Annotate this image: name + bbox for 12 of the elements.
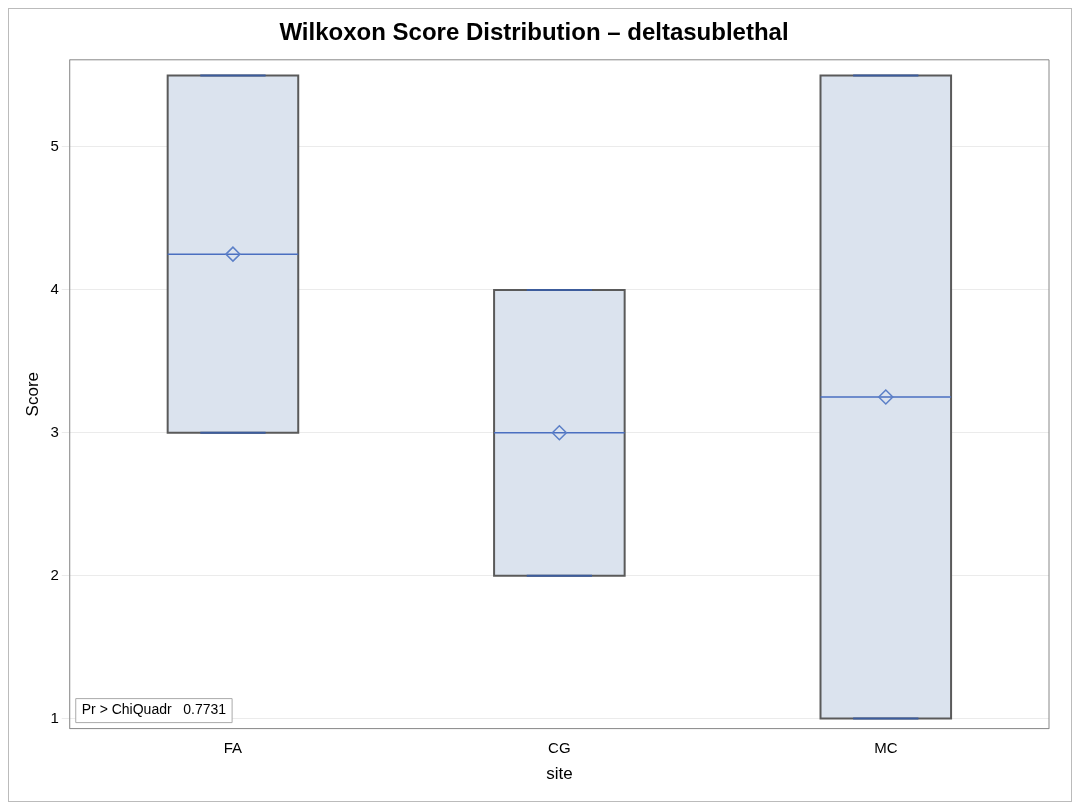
x-tick-label: FA — [223, 738, 243, 756]
y-tick-label: 5 — [50, 137, 59, 155]
chart-title: Wilkoxon Score Distribution – deltasublethal — [279, 18, 789, 46]
y-axis-title: Score — [22, 371, 42, 417]
y-tick-label: 3 — [50, 422, 59, 440]
y-tick-label: 1 — [50, 708, 59, 726]
y-tick-label: 4 — [50, 280, 59, 298]
x-tick-label: MC — [874, 738, 898, 756]
y-tick-label: 2 — [50, 565, 59, 583]
annotation: Pr > ChiQuadr 0.7731 — [81, 701, 227, 718]
x-tick-label: CG — [548, 738, 571, 756]
x-axis-title: site — [546, 764, 573, 784]
